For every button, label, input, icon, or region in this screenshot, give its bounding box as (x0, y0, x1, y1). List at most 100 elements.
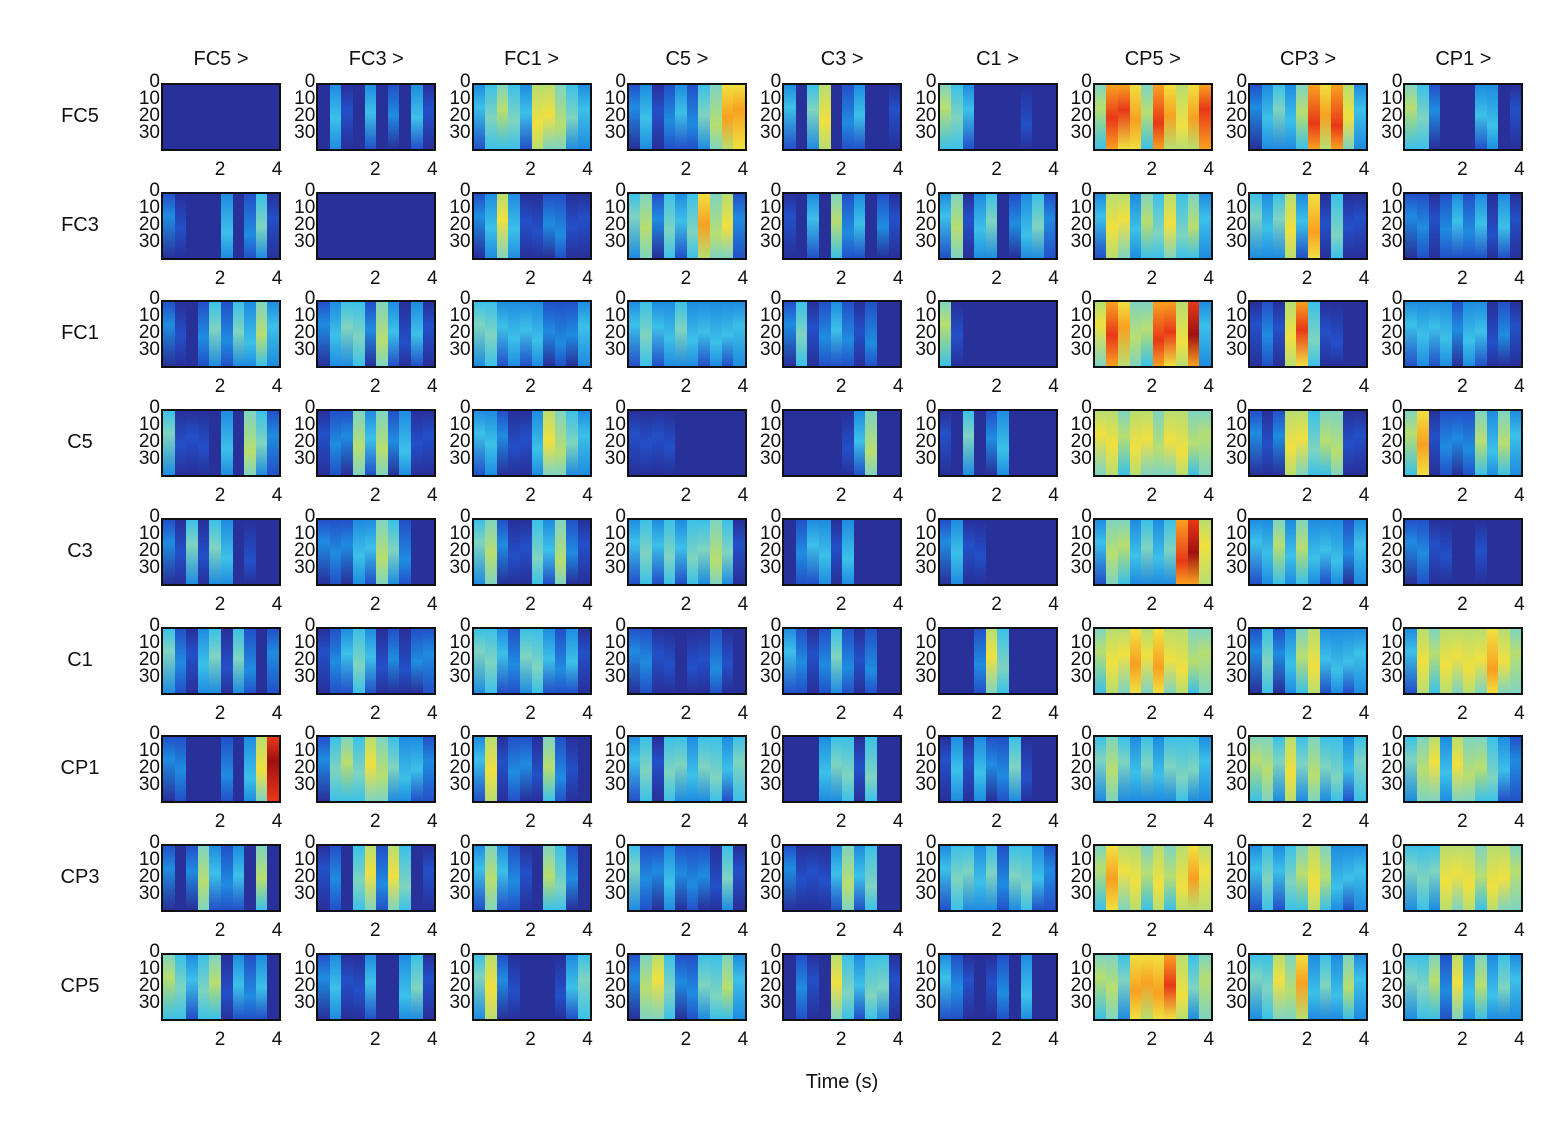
heatmap-panel (316, 517, 437, 586)
y-tick-label: 0 (460, 723, 471, 745)
x-tick-label: 4 (892, 919, 904, 941)
heatmap-panel (782, 517, 903, 586)
heatmap-strip (197, 302, 210, 367)
y-tick-label: 20 (449, 974, 471, 996)
x-tick-label: 4 (1514, 811, 1525, 833)
heatmap-strip (1117, 302, 1130, 367)
y-tick-label: 30 (760, 230, 782, 252)
heatmap-strip (577, 85, 590, 149)
heatmap-strip (387, 193, 400, 258)
heatmap-strip (1009, 302, 1021, 367)
heatmap-strip (939, 845, 952, 910)
heatmap-strip (329, 193, 342, 258)
y-tick-label: 20 (1381, 865, 1403, 887)
y-tick-label: 0 (1236, 397, 1248, 419)
heatmap-strip (1486, 85, 1499, 149)
heatmap-strip (399, 954, 412, 1019)
heatmap-strip (1440, 85, 1452, 149)
heatmap-strip (1261, 519, 1274, 584)
x-tick-label: 4 (1048, 485, 1059, 507)
heatmap-strip (663, 302, 676, 367)
heatmap-panel (1248, 83, 1369, 151)
heatmap-strip (997, 411, 1010, 476)
y-tick-label: 30 (1225, 882, 1248, 904)
y-tick-label: 0 (149, 614, 160, 636)
heatmap-panel (782, 409, 903, 478)
heatmap-strip (1141, 85, 1153, 149)
heatmap-strip (209, 411, 221, 476)
heatmap-strip (1428, 737, 1441, 802)
heatmap-strip (962, 845, 975, 910)
heatmap-strip (508, 737, 520, 802)
heatmap-strip (255, 411, 268, 476)
heatmap-strip (174, 954, 187, 1019)
x-tick-label: 4 (1358, 919, 1370, 941)
heatmap-strip (531, 628, 544, 693)
x-tick-label: 4 (1514, 267, 1525, 289)
heatmap-strip (985, 954, 998, 1019)
heatmap-strip (519, 302, 532, 367)
heatmap-strip (1261, 954, 1274, 1019)
heatmap-strip (830, 85, 843, 149)
heatmap-strip (939, 85, 952, 149)
heatmap-strip (422, 411, 435, 476)
heatmap-strip (1009, 519, 1021, 584)
heatmap-strip (1164, 519, 1176, 584)
heatmap-panel (626, 300, 747, 369)
heatmap-strip (485, 519, 497, 584)
x-tick-label: 2 (1457, 376, 1468, 398)
heatmap-strip (1032, 519, 1044, 584)
heatmap-panel (471, 409, 592, 478)
heatmap-strip (1175, 737, 1188, 802)
heatmap-panel (937, 735, 1058, 804)
heatmap-strip (1451, 302, 1464, 367)
heatmap-strip (318, 85, 330, 149)
heatmap-strip (1187, 628, 1200, 693)
heatmap-strip (163, 737, 175, 802)
heatmap-strip (411, 628, 423, 693)
heatmap-strip (1152, 193, 1165, 258)
heatmap-strip (1331, 845, 1343, 910)
y-tick-label: 0 (1391, 723, 1403, 745)
heatmap-strip (1342, 193, 1355, 258)
heatmap-strip (220, 85, 233, 149)
heatmap-panel (471, 735, 592, 804)
y-tick-label: 30 (915, 448, 937, 470)
y-tick-label: 10 (1225, 414, 1248, 436)
heatmap-strip (197, 193, 210, 258)
heatmap-strip (733, 193, 745, 258)
heatmap-strip (1261, 302, 1274, 367)
y-tick-label: 30 (294, 665, 316, 687)
y-tick-label: 0 (149, 397, 160, 419)
heatmap-strip (686, 628, 699, 693)
heatmap-strip (795, 411, 808, 476)
heatmap-strip (1463, 737, 1475, 802)
y-tick-label: 20 (294, 213, 316, 235)
heatmap-strip (888, 628, 901, 693)
heatmap-strip (485, 845, 497, 910)
x-tick-label: 4 (1358, 811, 1370, 833)
y-tick-label: 0 (615, 940, 626, 962)
heatmap-strip (508, 193, 520, 258)
heatmap-strip (244, 193, 256, 258)
heatmap-strip (721, 628, 734, 693)
row-label: FC5 (61, 105, 99, 127)
heatmap-strip (721, 85, 734, 149)
heatmap-strip (232, 954, 245, 1019)
heatmap-strip (267, 411, 279, 476)
y-tick-label: 0 (1391, 831, 1403, 853)
heatmap-strip (1020, 411, 1033, 476)
heatmap-strip (473, 302, 486, 367)
heatmap-strip (554, 519, 567, 584)
y-tick-label: 30 (1381, 448, 1403, 470)
heatmap-strip (566, 302, 578, 367)
heatmap-strip (1416, 411, 1429, 476)
heatmap-strip (232, 845, 245, 910)
y-tick-label: 20 (1070, 322, 1092, 344)
heatmap-strip (865, 411, 877, 476)
y-tick-label: 20 (1070, 648, 1092, 670)
heatmap-strip (1440, 411, 1452, 476)
heatmap-strip (865, 85, 877, 149)
y-tick-label: 0 (925, 71, 937, 92)
y-tick-label: 30 (1225, 339, 1248, 361)
